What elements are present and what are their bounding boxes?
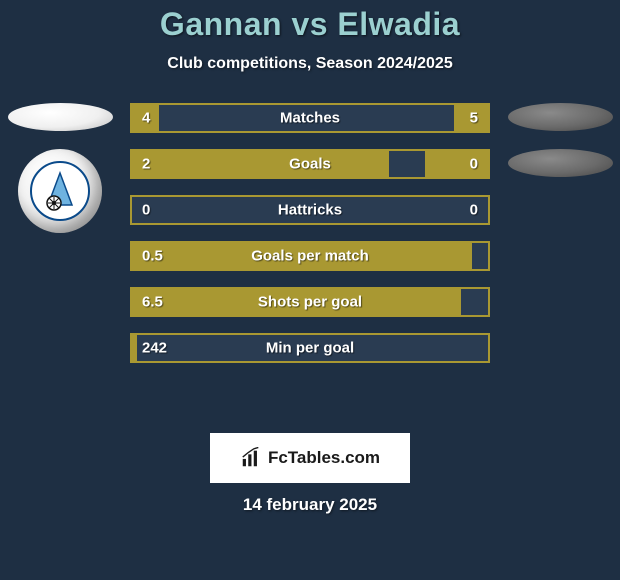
team-right-oval-2: [508, 149, 613, 177]
container: Gannan vs Elwadia Club competitions, Sea…: [0, 0, 620, 580]
bar-label: Shots per goal: [258, 294, 362, 311]
bar-left-value: 0.5: [142, 248, 163, 265]
bar-row: 4 5 Matches: [130, 103, 490, 133]
bar-left-value: 4: [142, 110, 150, 127]
bar-label: Goals per match: [251, 248, 369, 265]
left-team-col: [0, 103, 120, 233]
bar-row: 0.5 Goals per match: [130, 241, 490, 271]
team-right-oval: [508, 103, 613, 131]
bar-row: 0 0 Hattricks: [130, 195, 490, 225]
bar-left-value: 0: [142, 202, 150, 219]
bar-fill-left: [130, 333, 137, 363]
page-subtitle: Club competitions, Season 2024/2025: [0, 55, 620, 73]
team-left-oval: [8, 103, 113, 131]
chart-icon: [240, 447, 262, 469]
comparison-bars: 4 5 Matches 2 0 Goals 0 0 Hattricks 0.5 Goals per …: [130, 103, 490, 363]
bar-row: 2 0 Goals: [130, 149, 490, 179]
page-title: Gannan vs Elwadia: [0, 6, 620, 43]
bar-label: Matches: [280, 110, 340, 127]
crest-icon: [30, 161, 90, 221]
bar-right-value: 5: [470, 110, 478, 127]
team-left-crest: [18, 149, 102, 233]
bar-left-value: 2: [142, 156, 150, 173]
bar-left-value: 6.5: [142, 294, 163, 311]
footer-date: 14 february 2025: [0, 495, 620, 515]
bar-fill-right: [425, 149, 490, 179]
bar-row: 242 Min per goal: [130, 333, 490, 363]
main-area: 4 5 Matches 2 0 Goals 0 0 Hattricks 0.5 Goals per …: [0, 103, 620, 403]
bar-left-value: 242: [142, 340, 167, 357]
bar-label: Hattricks: [278, 202, 342, 219]
bar-right-value: 0: [470, 202, 478, 219]
bar-label: Goals: [289, 156, 331, 173]
bar-fill-left: [130, 149, 389, 179]
bar-label: Min per goal: [266, 340, 354, 357]
right-team-col: [500, 103, 620, 177]
bar-right-value: 0: [470, 156, 478, 173]
bar-row: 6.5 Shots per goal: [130, 287, 490, 317]
attribution-box: FcTables.com: [210, 433, 410, 483]
attribution-label: FcTables.com: [268, 448, 380, 468]
